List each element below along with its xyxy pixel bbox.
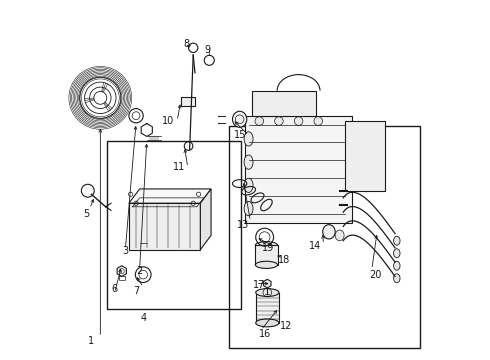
Ellipse shape [244, 178, 253, 193]
Bar [181, 97, 195, 106]
Text: 3: 3 [122, 247, 128, 256]
Ellipse shape [323, 225, 335, 239]
Ellipse shape [335, 230, 344, 241]
Text: 6: 6 [112, 284, 118, 294]
Polygon shape [129, 189, 211, 203]
Circle shape [255, 117, 264, 125]
Text: 15: 15 [233, 130, 246, 140]
Text: 4: 4 [140, 312, 146, 323]
FancyBboxPatch shape [345, 121, 385, 191]
Text: 5: 5 [83, 209, 89, 219]
Circle shape [275, 117, 283, 125]
Text: 7: 7 [133, 286, 139, 296]
Circle shape [314, 117, 322, 125]
Text: 10: 10 [162, 116, 174, 126]
Text: 8: 8 [183, 39, 189, 49]
Text: 11: 11 [173, 162, 185, 172]
Text: 18: 18 [278, 255, 291, 265]
Text: 17: 17 [253, 280, 266, 291]
Polygon shape [117, 266, 126, 276]
Ellipse shape [256, 289, 279, 296]
Ellipse shape [232, 111, 247, 127]
FancyBboxPatch shape [252, 91, 317, 116]
Polygon shape [264, 279, 271, 288]
Ellipse shape [244, 202, 253, 216]
Text: 14: 14 [309, 241, 321, 251]
Text: 1: 1 [88, 336, 95, 346]
Text: 20: 20 [369, 270, 382, 280]
Bar [107, 141, 242, 309]
Ellipse shape [256, 319, 279, 327]
FancyBboxPatch shape [245, 116, 352, 223]
Bar [255, 245, 277, 265]
Circle shape [294, 117, 303, 125]
Ellipse shape [244, 132, 253, 146]
Ellipse shape [255, 261, 277, 269]
Ellipse shape [244, 155, 253, 169]
Ellipse shape [393, 274, 400, 283]
Text: 2: 2 [137, 266, 143, 276]
Ellipse shape [255, 242, 277, 249]
Text: 16: 16 [259, 329, 271, 339]
Text: 9: 9 [204, 45, 211, 55]
Ellipse shape [393, 261, 400, 270]
Polygon shape [129, 203, 200, 249]
Text: 19: 19 [262, 243, 274, 253]
Text: 12: 12 [280, 321, 292, 332]
Polygon shape [200, 189, 211, 249]
Bar [256, 293, 279, 323]
Ellipse shape [393, 249, 400, 258]
Bar [229, 126, 420, 348]
Text: 13: 13 [237, 220, 249, 230]
Ellipse shape [393, 236, 400, 245]
